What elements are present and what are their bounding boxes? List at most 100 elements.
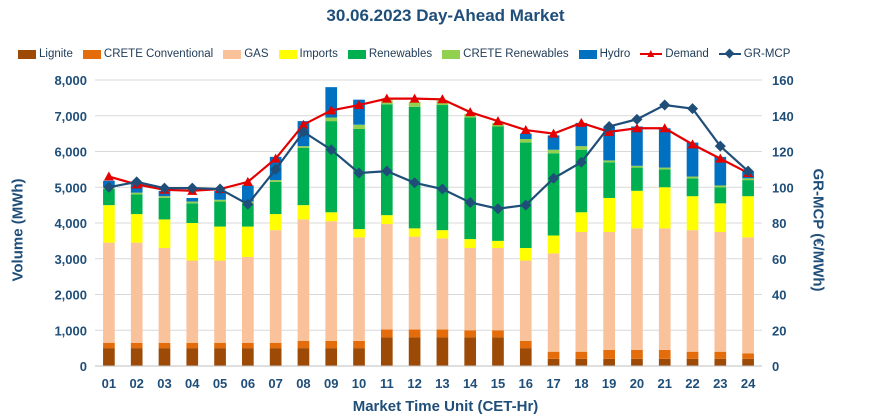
marker-gr-mcp: [214, 183, 226, 195]
bar-lignite: [269, 348, 282, 366]
y2-tick-label: 100: [772, 180, 794, 195]
marker-demand: [492, 116, 503, 126]
bar-renewables: [492, 126, 504, 241]
bar-crete-renewables: [269, 180, 282, 182]
bar-hydro: [353, 99, 365, 125]
bar-gas: [130, 242, 143, 343]
x-tick-label: 04: [185, 376, 200, 391]
marker-demand: [409, 93, 420, 103]
bar-crete-conventional: [130, 342, 143, 349]
bar-crete-conventional: [714, 351, 727, 359]
bar-gas: [242, 256, 254, 343]
bar-renewables: [436, 105, 449, 231]
bar-gas: [519, 260, 532, 341]
y-tick-label: 6,000: [54, 145, 87, 160]
bar-lignite: [714, 358, 727, 366]
bar-crete-conventional: [297, 340, 310, 349]
bar-imports: [575, 212, 588, 232]
marker-demand: [270, 153, 281, 163]
bar-lignite: [547, 358, 560, 366]
x-tick-label: 15: [491, 376, 505, 391]
marker-gr-mcp: [270, 163, 282, 175]
bar-lignite: [603, 358, 615, 366]
x-tick-label: 19: [602, 376, 616, 391]
bar-imports: [436, 230, 449, 239]
bar-crete-conventional: [186, 342, 199, 349]
bar-hydro: [325, 87, 338, 118]
marker-gr-mcp: [297, 126, 309, 138]
x-tick-label: 17: [546, 376, 560, 391]
y2-tick-label: 40: [772, 288, 786, 303]
marker-demand: [465, 107, 476, 117]
bar-imports: [242, 226, 254, 257]
bar-renewables: [297, 147, 310, 206]
y2-tick-label: 0: [772, 359, 779, 374]
bar-imports: [214, 226, 226, 261]
bar-gas: [186, 260, 199, 343]
bar-gas: [214, 260, 226, 343]
bar-gas: [353, 237, 365, 341]
marker-demand: [715, 153, 726, 163]
marker-gr-mcp: [242, 198, 254, 210]
bar-hydro: [686, 142, 699, 177]
x-tick-label: 03: [157, 376, 171, 391]
bar-gas: [297, 219, 310, 341]
bar-renewables: [547, 153, 560, 236]
marker-gr-mcp: [631, 113, 643, 125]
x-tick-label: 10: [352, 376, 366, 391]
marker-gr-mcp: [548, 172, 560, 184]
legend-item-renewables: Renewables: [347, 48, 432, 60]
x-tick-label: 18: [574, 376, 588, 391]
bar-gas: [714, 231, 727, 352]
bar-gas: [464, 248, 477, 331]
bar-lignite: [158, 348, 171, 366]
bar-gas: [631, 228, 643, 350]
y-tick-label: 7,000: [54, 109, 87, 124]
bar-lignite: [186, 348, 199, 366]
legend-item-hydro: Hydro: [578, 48, 630, 60]
bar-renewables: [519, 142, 532, 249]
y2-tick-label: 120: [772, 145, 794, 160]
y-tick-label: 2,000: [54, 288, 87, 303]
marker-gr-mcp: [687, 103, 699, 115]
bar-crete-conventional: [658, 349, 671, 359]
bar-gas: [492, 248, 504, 331]
marker-gr-mcp: [436, 183, 448, 195]
bar-gas: [686, 230, 699, 352]
bar-renewables: [353, 128, 365, 230]
bar-lignite: [408, 337, 421, 366]
marker-demand: [437, 94, 448, 104]
bar-lignite: [436, 337, 449, 366]
bar-gas: [742, 237, 754, 354]
bar-hydro: [658, 128, 671, 168]
legend-item-demand: Demand: [640, 48, 709, 60]
bar-lignite: [353, 348, 365, 366]
x-tick-label: 21: [657, 376, 671, 391]
legend-item-lignite: Lignite: [18, 48, 73, 60]
y-axis-title: Volume (MWh): [9, 178, 27, 282]
bar-imports: [325, 212, 338, 222]
bar-lignite: [214, 348, 226, 366]
y-tick-label: 3,000: [54, 252, 87, 267]
x-tick-label: 12: [407, 376, 421, 391]
y2-tick-label: 20: [772, 323, 786, 338]
line-gr-mcp: [108, 103, 749, 210]
marker-demand: [576, 117, 587, 127]
marker-gr-mcp: [575, 156, 587, 168]
bar-gas: [408, 236, 421, 330]
marker-demand: [659, 123, 670, 133]
y2-tick-label: 160: [772, 73, 794, 88]
marker-gr-mcp: [131, 176, 143, 188]
legend-item-imports: Imports: [278, 48, 338, 60]
bar-imports: [353, 229, 365, 238]
bar-crete-renewables: [325, 117, 338, 122]
bar-imports: [269, 214, 282, 231]
bar-imports: [492, 240, 504, 249]
bar-crete-conventional: [742, 353, 754, 359]
bar-renewables: [158, 197, 171, 220]
bar-crete-renewables: [658, 167, 671, 170]
marker-demand: [520, 125, 531, 135]
x-tick-label: 06: [241, 376, 255, 391]
marker-gr-mcp: [103, 181, 115, 193]
